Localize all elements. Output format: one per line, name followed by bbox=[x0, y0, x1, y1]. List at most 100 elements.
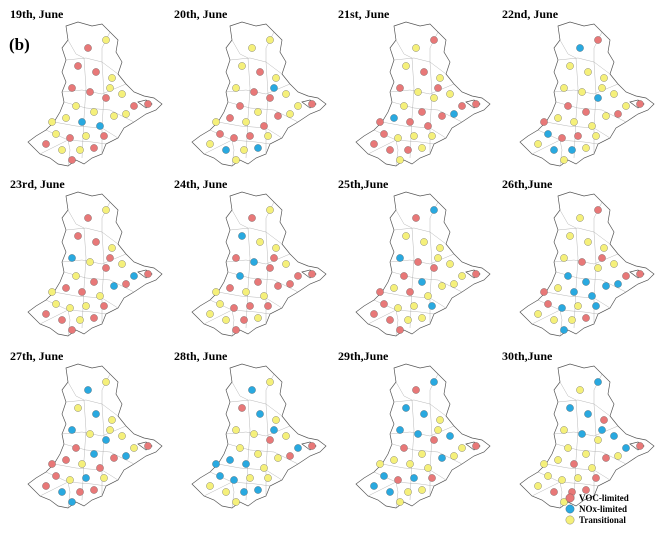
city-marker bbox=[110, 282, 118, 290]
city-marker bbox=[472, 270, 480, 278]
city-marker bbox=[582, 144, 590, 152]
city-marker bbox=[106, 426, 114, 434]
legend-label: VOC-limited bbox=[579, 493, 629, 503]
city-marker bbox=[584, 68, 592, 76]
panel-date-title: 28th, June bbox=[174, 349, 228, 363]
city-marker bbox=[246, 132, 254, 140]
city-marker bbox=[242, 288, 250, 296]
panel-date-title: 29th,June bbox=[338, 349, 389, 363]
city-marker bbox=[370, 482, 378, 490]
city-marker bbox=[294, 444, 302, 452]
city-marker bbox=[396, 498, 404, 506]
panel-label: (b) bbox=[9, 35, 30, 54]
city-marker bbox=[256, 238, 264, 246]
city-marker bbox=[544, 130, 552, 138]
city-marker bbox=[42, 140, 50, 148]
city-marker bbox=[636, 442, 644, 450]
city-marker bbox=[260, 292, 268, 300]
city-marker bbox=[544, 300, 552, 308]
city-marker bbox=[62, 114, 70, 122]
city-marker bbox=[554, 284, 562, 292]
city-marker bbox=[428, 302, 436, 310]
city-marker bbox=[404, 146, 412, 154]
map-panel: 21st, June bbox=[338, 7, 491, 167]
city-marker bbox=[96, 464, 104, 472]
city-marker bbox=[264, 474, 272, 482]
city-marker bbox=[130, 272, 138, 280]
city-marker bbox=[574, 302, 582, 310]
city-marker bbox=[380, 130, 388, 138]
city-marker bbox=[414, 258, 422, 266]
city-marker bbox=[458, 444, 466, 452]
city-marker bbox=[236, 102, 244, 110]
city-marker bbox=[76, 146, 84, 154]
legend-swatch bbox=[565, 493, 575, 503]
city-marker bbox=[74, 62, 82, 70]
city-marker bbox=[62, 284, 70, 292]
city-marker bbox=[282, 260, 290, 268]
city-marker bbox=[58, 316, 66, 324]
city-marker bbox=[424, 122, 432, 130]
city-marker bbox=[48, 460, 56, 468]
city-marker bbox=[592, 302, 600, 310]
city-marker bbox=[566, 232, 574, 240]
city-marker bbox=[118, 432, 126, 440]
city-marker bbox=[436, 416, 444, 424]
city-marker bbox=[90, 144, 98, 152]
city-marker bbox=[92, 68, 100, 76]
city-marker bbox=[216, 130, 224, 138]
city-marker bbox=[236, 272, 244, 280]
city-marker bbox=[568, 316, 576, 324]
panel-date-title: 21st, June bbox=[338, 7, 390, 21]
city-marker bbox=[582, 450, 590, 458]
city-marker bbox=[106, 254, 114, 262]
city-marker bbox=[232, 156, 240, 164]
city-marker bbox=[272, 244, 280, 252]
panel-date-title: 30th,June bbox=[502, 349, 553, 363]
city-marker bbox=[58, 146, 66, 154]
legend-label: NOx-limited bbox=[579, 504, 627, 514]
city-marker bbox=[430, 36, 438, 44]
city-marker bbox=[102, 206, 110, 214]
city-marker bbox=[412, 386, 420, 394]
city-marker bbox=[600, 244, 608, 252]
city-marker bbox=[560, 326, 568, 334]
city-marker bbox=[308, 442, 316, 450]
city-marker bbox=[550, 146, 558, 154]
city-marker bbox=[428, 132, 436, 140]
city-marker bbox=[108, 244, 116, 252]
city-marker bbox=[558, 304, 566, 312]
city-marker bbox=[102, 36, 110, 44]
city-marker bbox=[66, 304, 74, 312]
city-marker bbox=[250, 430, 258, 438]
city-marker bbox=[144, 270, 152, 278]
city-marker bbox=[254, 278, 262, 286]
city-marker bbox=[574, 132, 582, 140]
city-marker bbox=[236, 444, 244, 452]
city-marker bbox=[100, 474, 108, 482]
city-marker bbox=[560, 84, 568, 92]
city-marker bbox=[592, 132, 600, 140]
city-marker bbox=[570, 118, 578, 126]
city-marker bbox=[86, 258, 94, 266]
city-marker bbox=[206, 310, 214, 318]
city-marker bbox=[394, 134, 402, 142]
city-marker bbox=[594, 206, 602, 214]
city-marker bbox=[602, 112, 610, 120]
city-marker bbox=[242, 460, 250, 468]
city-marker bbox=[568, 146, 576, 154]
city-marker bbox=[380, 472, 388, 480]
city-marker bbox=[96, 292, 104, 300]
city-marker bbox=[420, 68, 428, 76]
city-marker bbox=[144, 442, 152, 450]
city-marker bbox=[540, 288, 548, 296]
city-marker bbox=[108, 74, 116, 82]
city-marker bbox=[428, 474, 436, 482]
city-marker bbox=[264, 132, 272, 140]
city-marker bbox=[598, 426, 606, 434]
city-marker bbox=[266, 36, 274, 44]
city-marker bbox=[238, 62, 246, 70]
city-marker bbox=[266, 378, 274, 386]
map-panel: 30th,June bbox=[502, 349, 655, 509]
city-marker bbox=[390, 456, 398, 464]
